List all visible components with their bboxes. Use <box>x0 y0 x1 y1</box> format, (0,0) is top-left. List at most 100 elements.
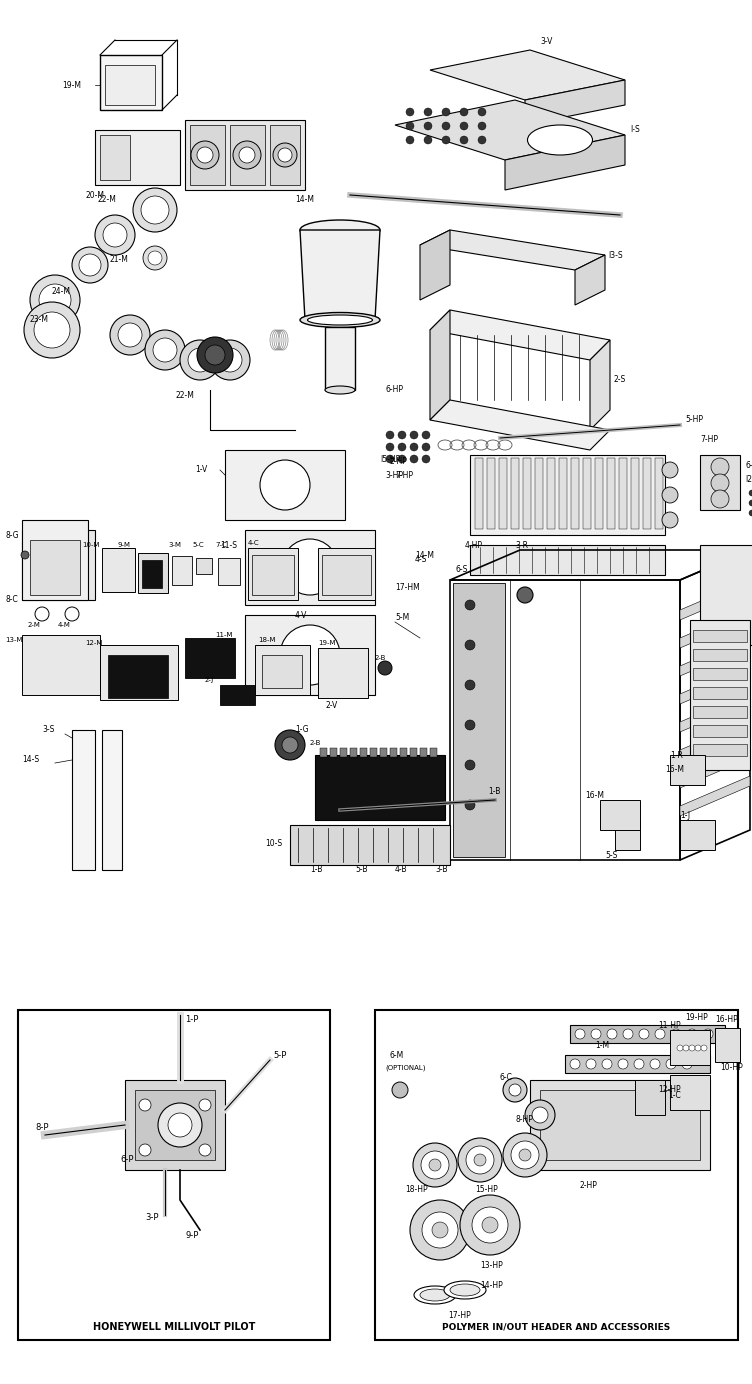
Ellipse shape <box>450 1284 480 1295</box>
Circle shape <box>474 1154 486 1165</box>
Bar <box>142 561 162 588</box>
Text: 6-C: 6-C <box>500 1074 513 1082</box>
Circle shape <box>465 800 475 810</box>
Circle shape <box>110 316 150 356</box>
Circle shape <box>168 1113 192 1138</box>
Text: 4-B: 4-B <box>395 865 408 875</box>
Circle shape <box>711 490 729 508</box>
Circle shape <box>465 760 475 770</box>
Polygon shape <box>680 720 750 760</box>
Circle shape <box>139 1145 151 1156</box>
Circle shape <box>458 1138 502 1182</box>
Bar <box>680 819 715 850</box>
Text: 22-M: 22-M <box>175 390 194 400</box>
Circle shape <box>749 509 752 516</box>
Circle shape <box>703 1028 713 1039</box>
Text: 2-HP: 2-HP <box>390 458 408 466</box>
Text: 7-C: 7-C <box>215 543 227 548</box>
Bar <box>540 1091 700 1160</box>
Polygon shape <box>680 637 750 675</box>
Circle shape <box>662 512 678 529</box>
Circle shape <box>429 1158 441 1171</box>
Polygon shape <box>430 50 625 100</box>
Circle shape <box>199 1145 211 1156</box>
Circle shape <box>442 136 450 144</box>
Bar <box>18 1010 330 1340</box>
Circle shape <box>278 148 292 162</box>
Text: 9-P: 9-P <box>185 1230 199 1240</box>
Circle shape <box>422 430 430 439</box>
Bar <box>252 555 294 595</box>
Text: 8-C: 8-C <box>5 595 18 605</box>
Circle shape <box>280 626 340 685</box>
Text: 5-B: 5-B <box>355 865 368 875</box>
Circle shape <box>39 284 71 316</box>
Bar <box>196 558 212 574</box>
Text: 16-HP: 16-HP <box>715 1016 738 1024</box>
Circle shape <box>197 147 213 163</box>
Text: 14-HP: 14-HP <box>480 1280 503 1290</box>
Text: 7-HP: 7-HP <box>700 436 718 444</box>
Circle shape <box>406 122 414 130</box>
Bar <box>102 548 135 592</box>
Circle shape <box>233 141 261 169</box>
Bar <box>105 65 155 105</box>
Circle shape <box>386 455 394 464</box>
Text: 22-M: 22-M <box>98 195 117 205</box>
Circle shape <box>689 1045 695 1050</box>
Text: 19-M: 19-M <box>62 80 81 90</box>
Circle shape <box>465 639 475 650</box>
Text: 8-P: 8-P <box>35 1124 48 1132</box>
Circle shape <box>148 251 162 264</box>
Circle shape <box>378 662 392 675</box>
Circle shape <box>197 336 233 374</box>
Circle shape <box>205 345 225 365</box>
Bar <box>430 747 437 757</box>
Circle shape <box>639 1028 649 1039</box>
Text: 15-HP: 15-HP <box>475 1186 498 1194</box>
Circle shape <box>273 143 297 167</box>
Circle shape <box>749 500 752 507</box>
Bar <box>511 458 519 529</box>
Text: 6-S: 6-S <box>455 566 468 574</box>
Circle shape <box>21 551 29 559</box>
Text: 8-HP: 8-HP <box>515 1116 533 1124</box>
Circle shape <box>118 322 142 347</box>
Circle shape <box>460 108 468 116</box>
Text: 13-HP: 13-HP <box>480 1261 503 1269</box>
Circle shape <box>442 122 450 130</box>
Polygon shape <box>680 776 750 817</box>
Bar <box>262 655 302 688</box>
Text: POLYMER IN/OUT HEADER AND ACCESSORIES: POLYMER IN/OUT HEADER AND ACCESSORIES <box>442 1323 670 1331</box>
Text: 5-M: 5-M <box>395 613 409 623</box>
Text: 3-B: 3-B <box>435 865 447 875</box>
Bar <box>420 747 427 757</box>
Circle shape <box>141 197 169 224</box>
Ellipse shape <box>414 1286 456 1304</box>
Text: 3-HP: 3-HP <box>385 471 403 479</box>
Bar <box>190 125 225 185</box>
Bar <box>600 800 640 830</box>
Text: 7-HP: 7-HP <box>395 472 413 480</box>
Bar <box>185 120 305 190</box>
Text: 6-M: 6-M <box>390 1050 405 1060</box>
Polygon shape <box>420 230 450 300</box>
Bar <box>320 747 327 757</box>
Bar <box>615 819 640 850</box>
Polygon shape <box>300 230 380 320</box>
Polygon shape <box>680 608 750 648</box>
Circle shape <box>666 1059 676 1068</box>
Text: 1-V: 1-V <box>195 465 208 475</box>
Circle shape <box>282 538 338 595</box>
Polygon shape <box>395 100 625 161</box>
Bar <box>570 1026 725 1044</box>
Bar <box>693 745 747 756</box>
Bar <box>100 55 162 109</box>
Bar <box>470 455 665 536</box>
Bar <box>340 747 347 757</box>
Text: 11-M: 11-M <box>215 632 232 638</box>
Text: 5-HP: 5-HP <box>685 415 703 425</box>
Circle shape <box>749 490 752 495</box>
Circle shape <box>260 459 310 509</box>
Bar <box>322 555 371 595</box>
